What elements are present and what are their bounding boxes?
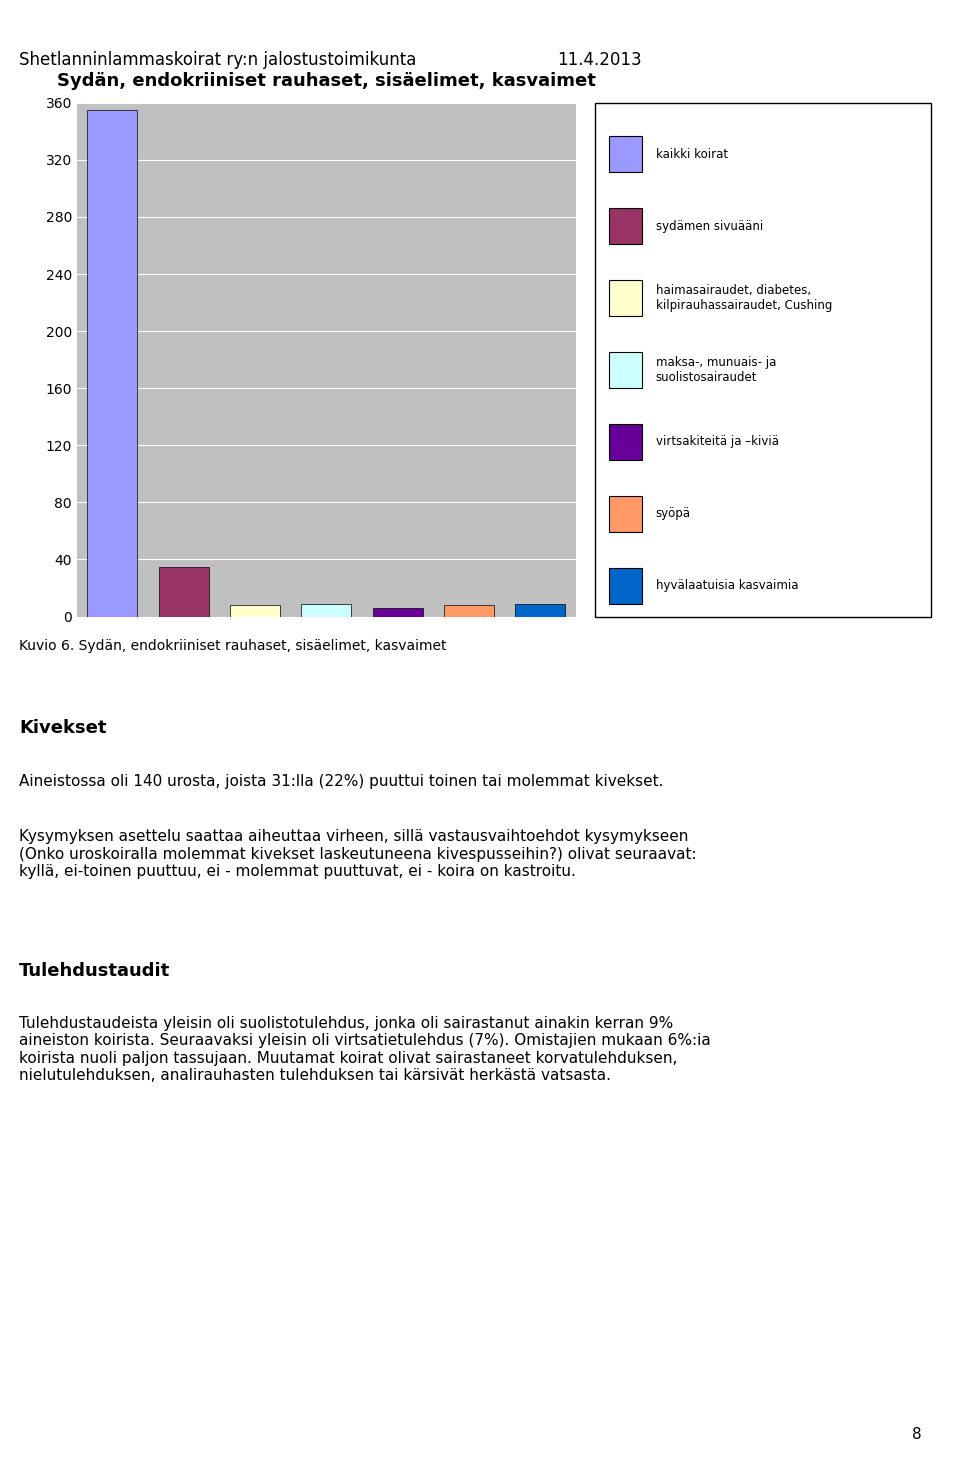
Text: Aineistossa oli 140 urosta, joista 31:lla (22%) puuttui toinen tai molemmat kive: Aineistossa oli 140 urosta, joista 31:ll… (19, 774, 663, 788)
Text: Kysymyksen asettelu saattaa aiheuttaa virheen, sillä vastausvaihtoehdot kysymyks: Kysymyksen asettelu saattaa aiheuttaa vi… (19, 829, 697, 879)
Text: hyvälaatuisia kasvaimia: hyvälaatuisia kasvaimia (656, 580, 798, 592)
Bar (609, 280, 642, 316)
Text: Tulehdustaudit: Tulehdustaudit (19, 962, 171, 979)
Text: syöpä: syöpä (656, 508, 690, 520)
Text: kaikki koirat: kaikki koirat (656, 148, 728, 160)
Text: haimasairaudet, diabetes,
kilpirauhassairaudet, Cushing: haimasairaudet, diabetes, kilpirauhassai… (656, 283, 832, 313)
Text: virtsakiteitä ja –kiviä: virtsakiteitä ja –kiviä (656, 436, 779, 448)
Bar (372, 608, 422, 617)
Bar (444, 605, 494, 617)
Text: 8: 8 (912, 1427, 922, 1442)
Text: Shetlanninlammaskoirat ry:n jalostustoimikunta: Shetlanninlammaskoirat ry:n jalostustoim… (19, 51, 417, 69)
Bar (87, 110, 137, 617)
Bar (609, 424, 642, 459)
Bar (301, 603, 351, 617)
Text: Kivekset: Kivekset (19, 719, 107, 737)
Text: 11.4.2013: 11.4.2013 (557, 51, 641, 69)
Bar (609, 137, 642, 172)
Bar (609, 568, 642, 603)
Bar (230, 605, 280, 617)
FancyBboxPatch shape (595, 103, 931, 617)
Text: Tulehdustaudeista yleisin oli suolistotulehdus, jonka oli sairastanut ainakin ke: Tulehdustaudeista yleisin oli suolistotu… (19, 1016, 711, 1083)
Bar (516, 603, 565, 617)
Bar (609, 352, 642, 388)
Bar (158, 567, 208, 617)
Text: Kuvio 6. Sydän, endokriiniset rauhaset, sisäelimet, kasvaimet: Kuvio 6. Sydän, endokriiniset rauhaset, … (19, 639, 446, 653)
Title: Sydän, endokriiniset rauhaset, sisäelimet, kasvaimet: Sydän, endokriiniset rauhaset, sisäelime… (57, 72, 596, 90)
Bar (609, 208, 642, 244)
Text: maksa-, munuais- ja
suolistosairaudet: maksa-, munuais- ja suolistosairaudet (656, 355, 776, 385)
Text: sydämen sivuääni: sydämen sivuääni (656, 220, 763, 232)
Bar (609, 496, 642, 531)
